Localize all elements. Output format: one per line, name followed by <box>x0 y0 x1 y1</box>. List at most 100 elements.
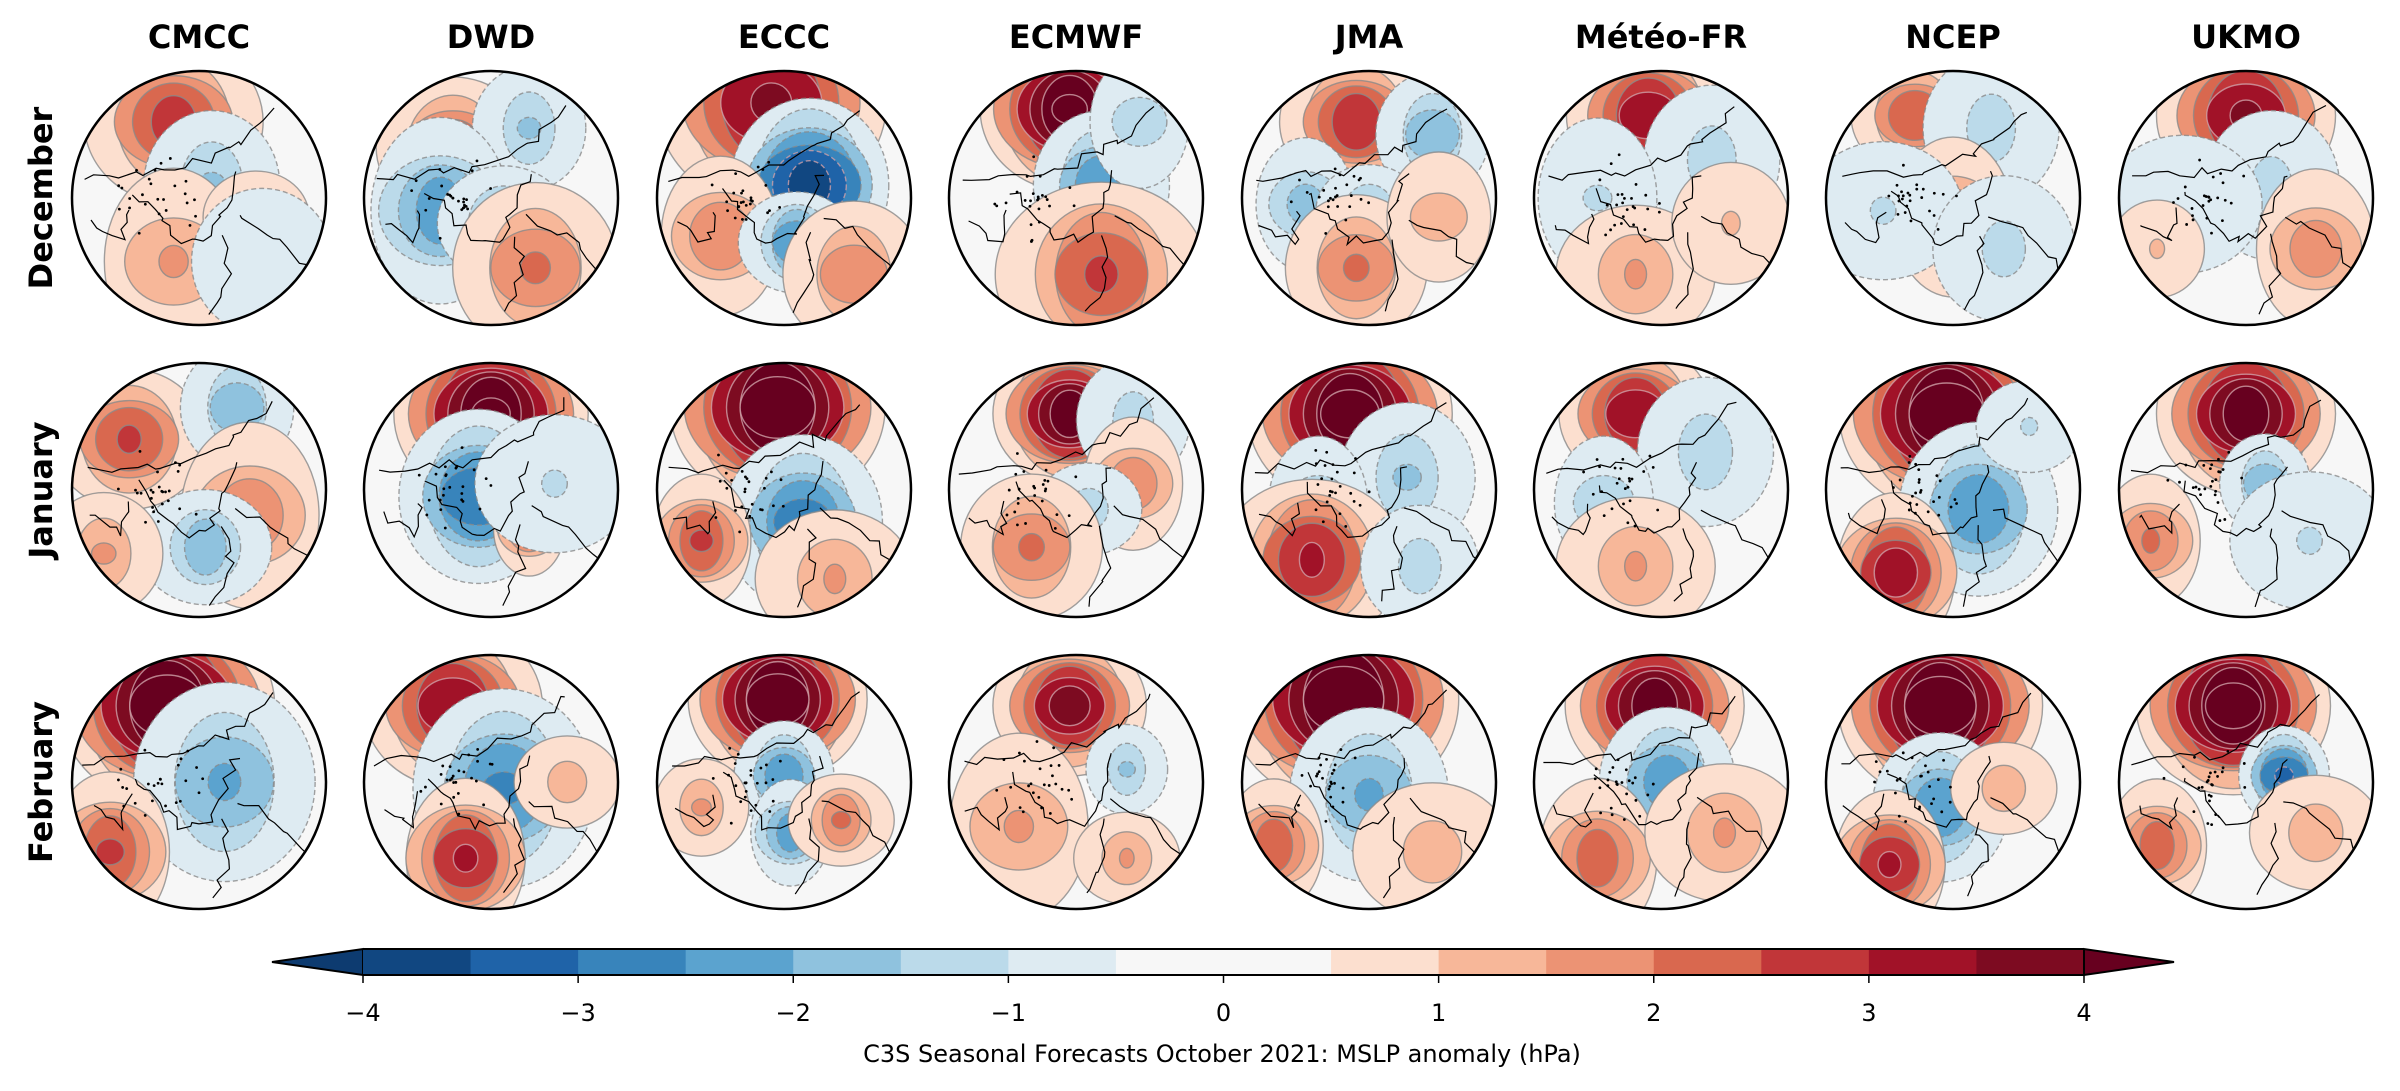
island <box>1317 195 1321 199</box>
island <box>1627 779 1631 783</box>
island <box>464 204 468 208</box>
map-panel <box>1242 655 1496 909</box>
map-panel <box>657 71 911 325</box>
positive-anomaly <box>451 181 618 325</box>
island <box>147 177 151 181</box>
contour-level <box>1877 850 1902 879</box>
island <box>1917 468 1921 472</box>
island <box>164 490 167 494</box>
island <box>1030 240 1033 243</box>
island <box>1918 805 1922 809</box>
island <box>1332 768 1336 772</box>
island <box>2176 197 2180 200</box>
island <box>1905 204 1909 208</box>
island <box>1599 811 1603 815</box>
island <box>1935 474 1939 478</box>
island <box>456 792 460 795</box>
island <box>2208 467 2212 471</box>
island <box>1609 806 1613 810</box>
island <box>188 224 192 227</box>
island <box>1334 491 1337 495</box>
island <box>201 777 205 781</box>
column-title: DWD <box>447 18 535 56</box>
island <box>427 498 431 502</box>
island <box>1018 751 1021 755</box>
island <box>1329 780 1333 784</box>
island <box>1060 787 1064 791</box>
island <box>166 499 170 503</box>
island <box>1609 228 1612 232</box>
colorbar-tick-label: −3 <box>560 999 595 1027</box>
island <box>156 520 160 523</box>
island <box>1300 773 1304 777</box>
island <box>482 803 486 807</box>
island <box>1955 502 1958 505</box>
island <box>2185 223 2189 226</box>
contour-level <box>1298 541 1325 578</box>
contour-level <box>745 673 810 726</box>
island <box>1022 470 1026 473</box>
contour-level <box>2222 385 2270 443</box>
column-title: CMCC <box>148 18 250 56</box>
island <box>1330 477 1334 481</box>
island <box>1327 199 1330 203</box>
island <box>461 485 465 489</box>
colorbar-bin <box>1438 949 1547 975</box>
island <box>1615 203 1619 207</box>
contour-level <box>2139 820 2175 871</box>
island <box>1317 756 1321 760</box>
island <box>2183 185 2187 189</box>
island <box>764 183 768 187</box>
island <box>718 479 722 483</box>
positive-anomaly <box>72 771 171 909</box>
colorbar-bin <box>363 949 472 975</box>
contour-level <box>1254 818 1294 873</box>
island <box>736 752 740 756</box>
map-boundary <box>947 361 1205 619</box>
island <box>2217 470 2221 474</box>
island <box>1594 767 1598 771</box>
island <box>470 776 473 780</box>
colorbar-bin <box>1115 949 1224 975</box>
island <box>167 489 171 493</box>
island <box>2220 770 2224 774</box>
island <box>2201 204 2205 207</box>
island <box>781 504 785 508</box>
island <box>134 488 137 492</box>
island <box>176 469 180 473</box>
island <box>1004 201 1008 205</box>
island <box>184 179 188 183</box>
island <box>1046 479 1050 483</box>
island <box>745 477 749 481</box>
island <box>424 785 427 789</box>
island <box>128 197 132 200</box>
island <box>1926 770 1930 774</box>
island <box>1606 784 1610 788</box>
island <box>995 204 999 208</box>
column-titles: CMCC DWD ECCC ECMWF JMA Météo-FR NCEP UKMO <box>148 18 2301 56</box>
island <box>1321 776 1324 780</box>
colorbar-bin <box>578 949 687 975</box>
island <box>741 189 745 193</box>
contour-level <box>1402 820 1463 884</box>
contour-level <box>1582 184 1613 212</box>
island <box>168 157 172 160</box>
island <box>740 191 743 195</box>
positive-anomaly <box>959 473 1104 617</box>
island <box>1630 196 1633 200</box>
island <box>414 179 418 183</box>
island <box>743 490 747 494</box>
coastline <box>1256 108 1475 312</box>
island <box>484 477 488 481</box>
map-boundary <box>655 69 913 327</box>
island <box>137 231 141 235</box>
island <box>1915 187 1919 191</box>
island <box>1948 800 1952 804</box>
island <box>1005 513 1009 517</box>
island <box>1321 520 1325 524</box>
island <box>1068 186 1072 190</box>
island <box>2221 468 2225 471</box>
map-boundary <box>1240 69 1498 327</box>
contour-level <box>1981 764 2027 813</box>
island <box>2202 194 2206 198</box>
